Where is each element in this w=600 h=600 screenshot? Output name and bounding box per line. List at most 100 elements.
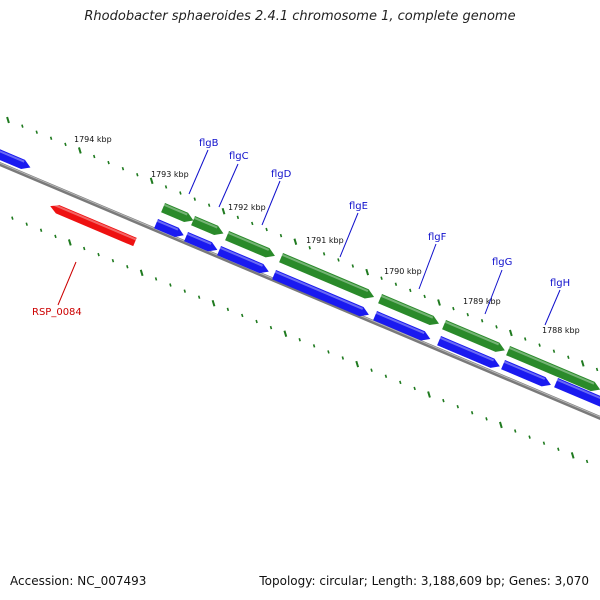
reverse-gene-6[interactable] (437, 336, 500, 368)
kbp-label-1794: 1794 kbp (74, 135, 112, 144)
upper-tick (121, 166, 125, 171)
upper-tick (595, 367, 599, 372)
leader-line-flgC (218, 163, 239, 208)
forward-gene-4-bevel (281, 253, 369, 293)
lower-tick (226, 307, 230, 312)
reverse-gene-3[interactable] (217, 246, 269, 274)
upper-tick (567, 355, 570, 360)
lower-tick (370, 368, 373, 372)
upper-tick (221, 207, 226, 215)
reverse-gene-1-bevel (156, 219, 179, 231)
reverse-gene-left-edge[interactable] (0, 145, 31, 170)
forward-gene-3-bevel (227, 231, 270, 251)
reverse-gene-1[interactable] (154, 219, 184, 237)
reverse-gene-2[interactable] (184, 232, 218, 252)
leader-line-flgH (544, 289, 561, 326)
upper-tick (365, 268, 370, 276)
forward-gene-1-bevel (163, 203, 188, 216)
gene-label-RSP_0084[interactable]: RSP_0084 (32, 307, 82, 318)
forward-genes (161, 203, 600, 392)
highlight-gene-RSP_0084-bevel (50, 202, 137, 241)
upper-tick (92, 154, 96, 159)
gene-label-flgE[interactable]: flgE (349, 201, 368, 212)
lower-tick (39, 228, 43, 232)
lower-tick (399, 380, 402, 385)
reverse-gene-8[interactable] (554, 378, 600, 407)
upper-tick (265, 227, 268, 232)
lower-tick (499, 421, 503, 429)
leader-line-flgF (418, 243, 437, 290)
accession-text: Accession: NC_007493 (10, 574, 147, 588)
forward-gene-2[interactable] (191, 216, 224, 235)
upper-tick (380, 276, 383, 280)
leader-line-flgE (339, 212, 359, 258)
lower-tick (126, 265, 129, 269)
lower-tick (139, 269, 144, 277)
upper-tick (207, 203, 211, 207)
reverse-gene-3-bevel (219, 246, 263, 267)
reverse-gene-2-bevel (186, 232, 212, 245)
genome-summary-text: Topology: circular; Length: 3,188,609 bp… (259, 574, 589, 588)
reverse-gene-left-edge-bevel (0, 150, 25, 163)
lower-tick (485, 417, 488, 421)
upper-tick (107, 160, 110, 165)
forward-gene-7-bevel (508, 346, 595, 385)
upper-tick (466, 312, 469, 317)
gene-label-flgG[interactable]: flgG (492, 257, 512, 268)
forward-gene-3[interactable] (225, 231, 275, 258)
upper-tick (552, 349, 556, 353)
kbp-label-1792: 1792 kbp (228, 203, 266, 212)
forward-gene-5[interactable] (378, 294, 439, 326)
lower-tick (298, 338, 301, 342)
lower-tick (82, 246, 86, 251)
lower-tick (384, 374, 388, 378)
forward-gene-6[interactable] (442, 320, 505, 352)
reverse-gene-7[interactable] (501, 360, 551, 387)
upper-tick (322, 252, 326, 256)
forward-gene-1[interactable] (161, 203, 194, 222)
upper-tick (21, 124, 24, 128)
leader-line-flgD (261, 180, 281, 226)
lower-tick (456, 404, 459, 409)
lower-tick (169, 283, 172, 287)
highlight-gene-RSP_0084[interactable] (50, 205, 137, 247)
lower-tick (183, 289, 186, 293)
lower-tick (427, 391, 431, 398)
gene-label-flgD[interactable]: flgD (271, 169, 292, 180)
forward-gene-7[interactable] (506, 346, 600, 392)
gene-label-flgC[interactable]: flgC (229, 151, 249, 162)
upper-tick (580, 360, 585, 367)
kbp-label-1789: 1789 kbp (463, 297, 501, 306)
gene-label-flgH[interactable]: flgH (550, 278, 570, 289)
reverse-gene-8-bevel (556, 378, 600, 400)
forward-gene-5-bevel (380, 294, 434, 319)
lower-tick (442, 398, 445, 403)
gene-label-flgF[interactable]: flgF (428, 232, 447, 243)
upper-tick (409, 288, 412, 293)
upper-tick (351, 264, 355, 268)
reverse-gene-5[interactable] (373, 311, 431, 341)
gene-label-flgB[interactable]: flgB (199, 138, 219, 149)
upper-tick (149, 177, 154, 185)
upper-tick (64, 142, 67, 147)
lower-tick (11, 216, 14, 220)
upper-tick (179, 191, 182, 195)
upper-tick (337, 258, 340, 262)
lower-tick (470, 411, 474, 415)
lower-tick (197, 295, 201, 299)
upper-tick (251, 221, 254, 226)
page-title: Rhodobacter sphaeroides 2.4.1 chromosome… (84, 9, 516, 24)
lower-tick (570, 452, 575, 459)
upper-tick (49, 136, 53, 140)
lower-tick (528, 435, 531, 439)
reverse-gene-5-bevel (375, 311, 425, 335)
upper-tick (480, 319, 484, 323)
upper-tick (308, 246, 311, 250)
lower-tick (283, 330, 288, 337)
forward-gene-4[interactable] (279, 253, 375, 299)
upper-tick (136, 173, 139, 177)
upper-tick (193, 197, 196, 201)
leader-line-flgG (484, 269, 503, 315)
reverse-gene-4[interactable] (272, 270, 369, 317)
lower-tick (557, 447, 560, 452)
